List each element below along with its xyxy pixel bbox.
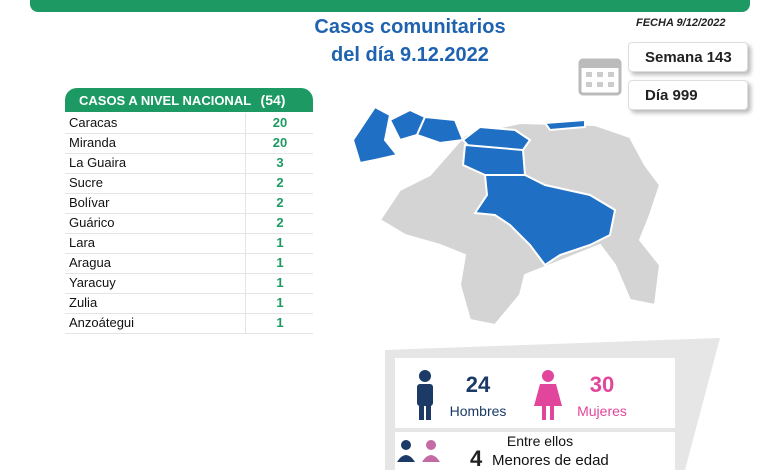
- case-count: 1: [245, 313, 314, 333]
- state-name: Caracas: [69, 115, 118, 130]
- map: [351, 105, 662, 327]
- case-count: 1: [245, 233, 314, 253]
- table-row: La Guaira 3: [65, 153, 313, 174]
- state-name: Sucre: [69, 175, 103, 190]
- case-count: 1: [245, 273, 314, 293]
- case-count: 2: [245, 193, 314, 213]
- table-row: Anzoátegui 1: [65, 313, 313, 334]
- day: Día 999: [628, 80, 748, 110]
- men-label: Hombres: [449, 403, 507, 419]
- gender-panel: [385, 338, 720, 470]
- table-row: Yaracuy 1: [65, 273, 313, 294]
- minors-count: 4: [470, 446, 483, 471]
- men-count: 24: [465, 372, 491, 397]
- among-label: Entre ellos: [506, 433, 574, 449]
- women-label: Mujeres: [577, 403, 627, 419]
- women-count: 30: [589, 372, 615, 397]
- table-row: Bolívar 2: [65, 193, 313, 214]
- title-line: del día 9.12.2022: [331, 44, 489, 66]
- table-total: (54): [260, 92, 286, 108]
- case-count: 2: [245, 213, 314, 233]
- case-count: 2: [245, 173, 314, 193]
- state-name: Bolívar: [69, 195, 110, 210]
- state-name: Miranda: [69, 135, 116, 150]
- calendar-icon: [578, 58, 622, 96]
- title-line: Casos comunitarios: [314, 16, 506, 38]
- minors-label: Menores de edad: [492, 452, 609, 469]
- table-row: Guárico 2: [65, 213, 313, 234]
- state-name: La Guaira: [69, 155, 127, 170]
- state-name: Guárico: [69, 215, 115, 230]
- table-row: Miranda 20: [65, 133, 313, 154]
- date: FECHA 9/12/2022: [636, 17, 726, 29]
- state-name: Zulia: [69, 295, 98, 310]
- state-name: Yaracuy: [69, 275, 116, 290]
- case-count: 3: [245, 153, 314, 173]
- state-name: Anzoátegui: [69, 315, 135, 330]
- state-name: Aragua: [69, 255, 111, 270]
- case-count: 20: [245, 133, 314, 153]
- table-row: Caracas 20: [65, 113, 313, 134]
- table-row: Lara 1: [65, 233, 313, 254]
- table-title: CASOS A NIVEL NACIONAL: [79, 93, 251, 108]
- week: Semana 143: [628, 42, 748, 72]
- case-count: 1: [245, 253, 314, 273]
- top-banner: [30, 0, 750, 12]
- table-row: Sucre 2: [65, 173, 313, 194]
- table-header: CASOS A NIVEL NACIONAL (54): [65, 88, 313, 112]
- table-row: Aragua 1: [65, 253, 313, 274]
- table-row: Zulia 1: [65, 293, 313, 314]
- case-count: 20: [245, 113, 314, 133]
- state-name: Lara: [69, 235, 96, 250]
- case-count: 1: [245, 293, 314, 313]
